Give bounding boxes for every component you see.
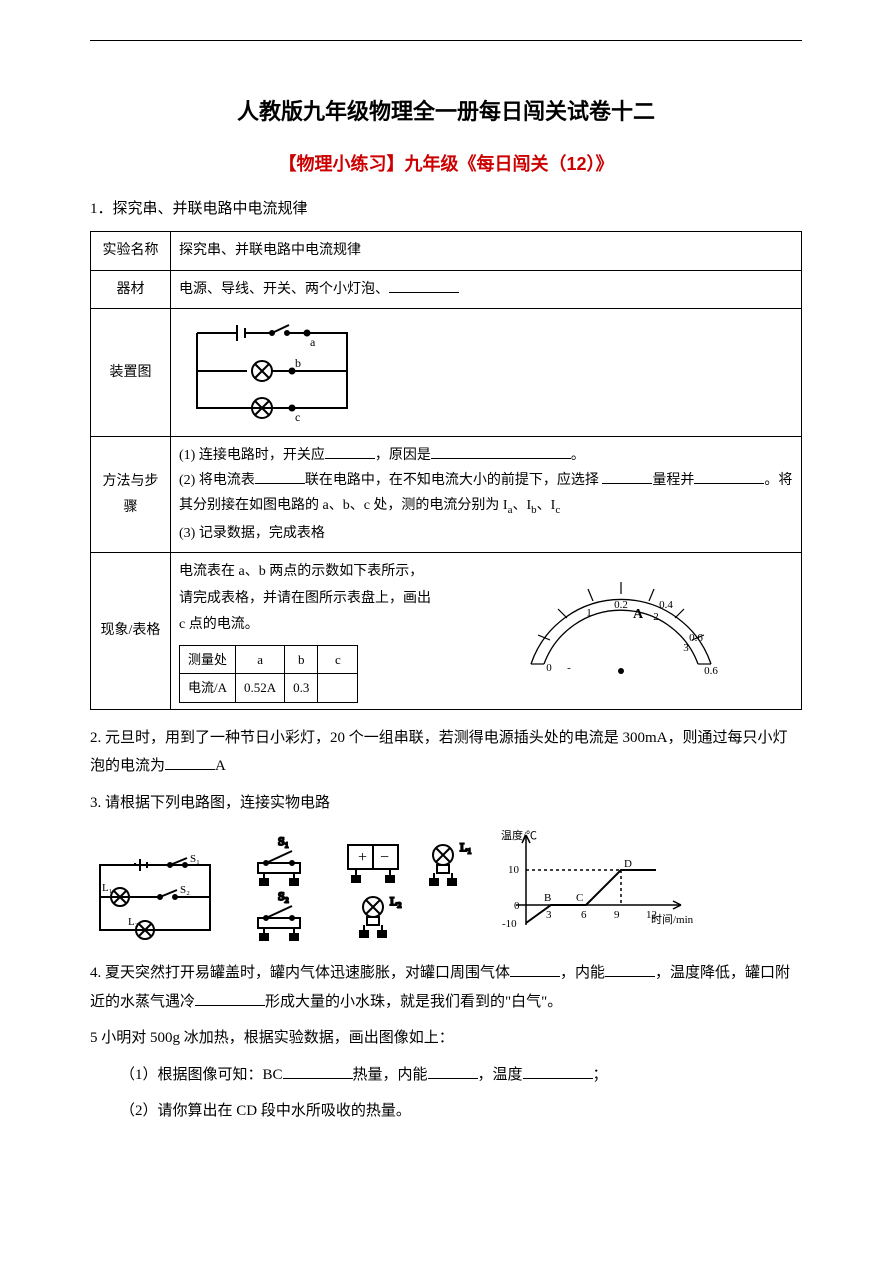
svg-text:2: 2 xyxy=(653,611,659,623)
top-rule xyxy=(90,40,802,41)
svg-text:9: 9 xyxy=(614,909,620,921)
blank-q4c xyxy=(195,991,265,1006)
mr1: 电流/A xyxy=(180,674,236,702)
step1: (1) 连接电路时，开关应，原因是。 xyxy=(179,443,793,468)
ammeter-dial: 0 0.2 A 1 0.4 2 0.6 3 - 0.6 xyxy=(516,576,726,676)
measure-table: 测量处 a b c 电流/A 0.52A 0.3 xyxy=(179,645,358,703)
svg-text:A: A xyxy=(633,607,644,622)
q4: 4. 夏天突然打开易罐盖时，罐内气体迅速膨胀，对罐口周围气体，内能，温度降低，罐… xyxy=(90,959,802,1016)
blank-q5a xyxy=(283,1064,353,1079)
row-head-setup: 装置图 xyxy=(91,308,171,436)
svg-text:S₁: S₁ xyxy=(278,835,289,848)
svg-text:S₁: S₁ xyxy=(190,855,200,865)
blank-q5c xyxy=(523,1064,593,1079)
result-text: 电流表在 a、b 两点的示数如下表所示，请完成表格，并请在图所示表盘上，画出 c… xyxy=(179,559,433,639)
row-head-name: 实验名称 xyxy=(91,232,171,270)
q5-lead: 5 小明对 500g 冰加热，根据实验数据，画出图像如上： xyxy=(90,1024,802,1053)
blank-s1a xyxy=(325,445,375,459)
svg-text:B: B xyxy=(544,892,551,904)
q1-lead: 1．探究串、并联电路中电流规律 xyxy=(90,195,802,224)
svg-text:−: − xyxy=(380,849,389,866)
svg-text:0: 0 xyxy=(546,662,552,674)
q3-figures: S₁ S₂ L₁ L₂ S₁ S₂ xyxy=(90,825,802,945)
blank-q4b xyxy=(605,962,655,977)
svg-text:温度/℃: 温度/℃ xyxy=(501,828,537,842)
experiment-table: 实验名称 探究串、并联电路中电流规律 器材 电源、导线、开关、两个小灯泡、 装置… xyxy=(90,231,802,709)
mh3: b xyxy=(285,645,318,673)
q2: 2. 元旦时，用到了一种节日小彩灯，20 个一组串联，若测得电源插头处的电流是 … xyxy=(90,724,802,781)
sub-title: 【物理小练习】九年级《每日闯关（12）》 xyxy=(90,147,802,181)
svg-text:6: 6 xyxy=(581,909,587,921)
mh1: 测量处 xyxy=(180,645,236,673)
mh2: a xyxy=(236,645,285,673)
blank-q4a xyxy=(510,962,560,977)
svg-text:S₂: S₂ xyxy=(278,889,289,903)
svg-text:D: D xyxy=(624,858,632,870)
svg-text:10: 10 xyxy=(508,864,520,876)
temp-graph: 温度/℃ 时间/min 10 0 -10 3 6 9 12 B C D xyxy=(496,825,696,945)
svg-text:a: a xyxy=(310,335,316,349)
svg-text:1: 1 xyxy=(586,607,592,619)
row-body-name: 探究串、并联电路中电流规律 xyxy=(171,232,802,270)
svg-text:L₂: L₂ xyxy=(128,916,139,928)
blank-q5b xyxy=(428,1064,478,1079)
schematic-icon: S₁ S₂ L₁ L₂ xyxy=(90,855,220,945)
svg-text:b: b xyxy=(295,356,301,370)
svg-text:S₂: S₂ xyxy=(180,884,190,896)
svg-text:L₁: L₁ xyxy=(460,840,472,854)
blank-s1b xyxy=(431,445,571,459)
blank-s2c xyxy=(694,470,764,484)
q3: 3. 请根据下列电路图，连接实物电路 xyxy=(90,789,802,818)
tools-text: 电源、导线、开关、两个小灯泡、 xyxy=(179,282,389,297)
svg-text:L₂: L₂ xyxy=(390,894,402,908)
mv1: 0.52A xyxy=(236,674,285,702)
row-head-tools: 器材 xyxy=(91,270,171,308)
main-title: 人教版九年级物理全一册每日闯关试卷十二 xyxy=(90,91,802,133)
blank-tools xyxy=(389,279,459,293)
svg-text:+: + xyxy=(358,849,367,866)
row-body-tools: 电源、导线、开关、两个小灯泡、 xyxy=(171,270,802,308)
svg-text:0.2: 0.2 xyxy=(614,599,628,611)
q5-1: （1）根据图像可知：BC热量，内能，温度； xyxy=(90,1061,802,1090)
svg-text:-: - xyxy=(567,662,571,674)
svg-text:12: 12 xyxy=(646,909,657,921)
svg-text:0.6: 0.6 xyxy=(704,665,718,676)
blank-q2 xyxy=(165,755,215,770)
svg-text:c: c xyxy=(295,410,300,423)
svg-text:0.4: 0.4 xyxy=(659,599,673,611)
blank-s2b xyxy=(602,470,652,484)
mv2: 0.3 xyxy=(285,674,318,702)
row-body-result-meter: 0 0.2 A 1 0.4 2 0.6 3 - 0.6 xyxy=(441,553,802,710)
svg-text:0.6: 0.6 xyxy=(689,632,703,644)
row-body-result-text: 电流表在 a、b 两点的示数如下表所示，请完成表格，并请在图所示表盘上，画出 c… xyxy=(171,553,441,710)
circuit-diagram: a b c xyxy=(177,313,367,423)
subtitle-suffix: 九年级《每日闯关（12）》 xyxy=(404,154,613,174)
svg-text:-10: -10 xyxy=(502,918,517,930)
mh4: c xyxy=(318,645,358,673)
row-head-result: 现象/表格 xyxy=(91,553,171,710)
svg-text:0: 0 xyxy=(514,900,520,912)
svg-text:3: 3 xyxy=(683,642,689,654)
components-icon: S₁ S₂ + − xyxy=(238,835,478,945)
q5-2: （2）请你算出在 CD 段中水所吸收的热量。 xyxy=(90,1097,802,1126)
svg-text:L₁: L₁ xyxy=(102,882,113,894)
step3: (3) 记录数据，完成表格 xyxy=(179,521,793,546)
svg-text:3: 3 xyxy=(546,909,552,921)
step2: (2) 将电流表联在电路中，在不知电流大小的前提下，应选择 量程并。将其分别接在… xyxy=(179,468,793,521)
blank-s2a xyxy=(255,470,305,484)
svg-text:C: C xyxy=(576,892,583,904)
mv3 xyxy=(318,674,358,702)
row-body-method: (1) 连接电路时，开关应，原因是。 (2) 将电流表联在电路中，在不知电流大小… xyxy=(171,437,802,553)
row-head-method: 方法与步骤 xyxy=(91,437,171,553)
row-body-setup: a b c xyxy=(171,308,802,436)
subtitle-prefix: 【物理小练习】 xyxy=(278,154,404,174)
svg-text:时间/min: 时间/min xyxy=(651,913,694,926)
